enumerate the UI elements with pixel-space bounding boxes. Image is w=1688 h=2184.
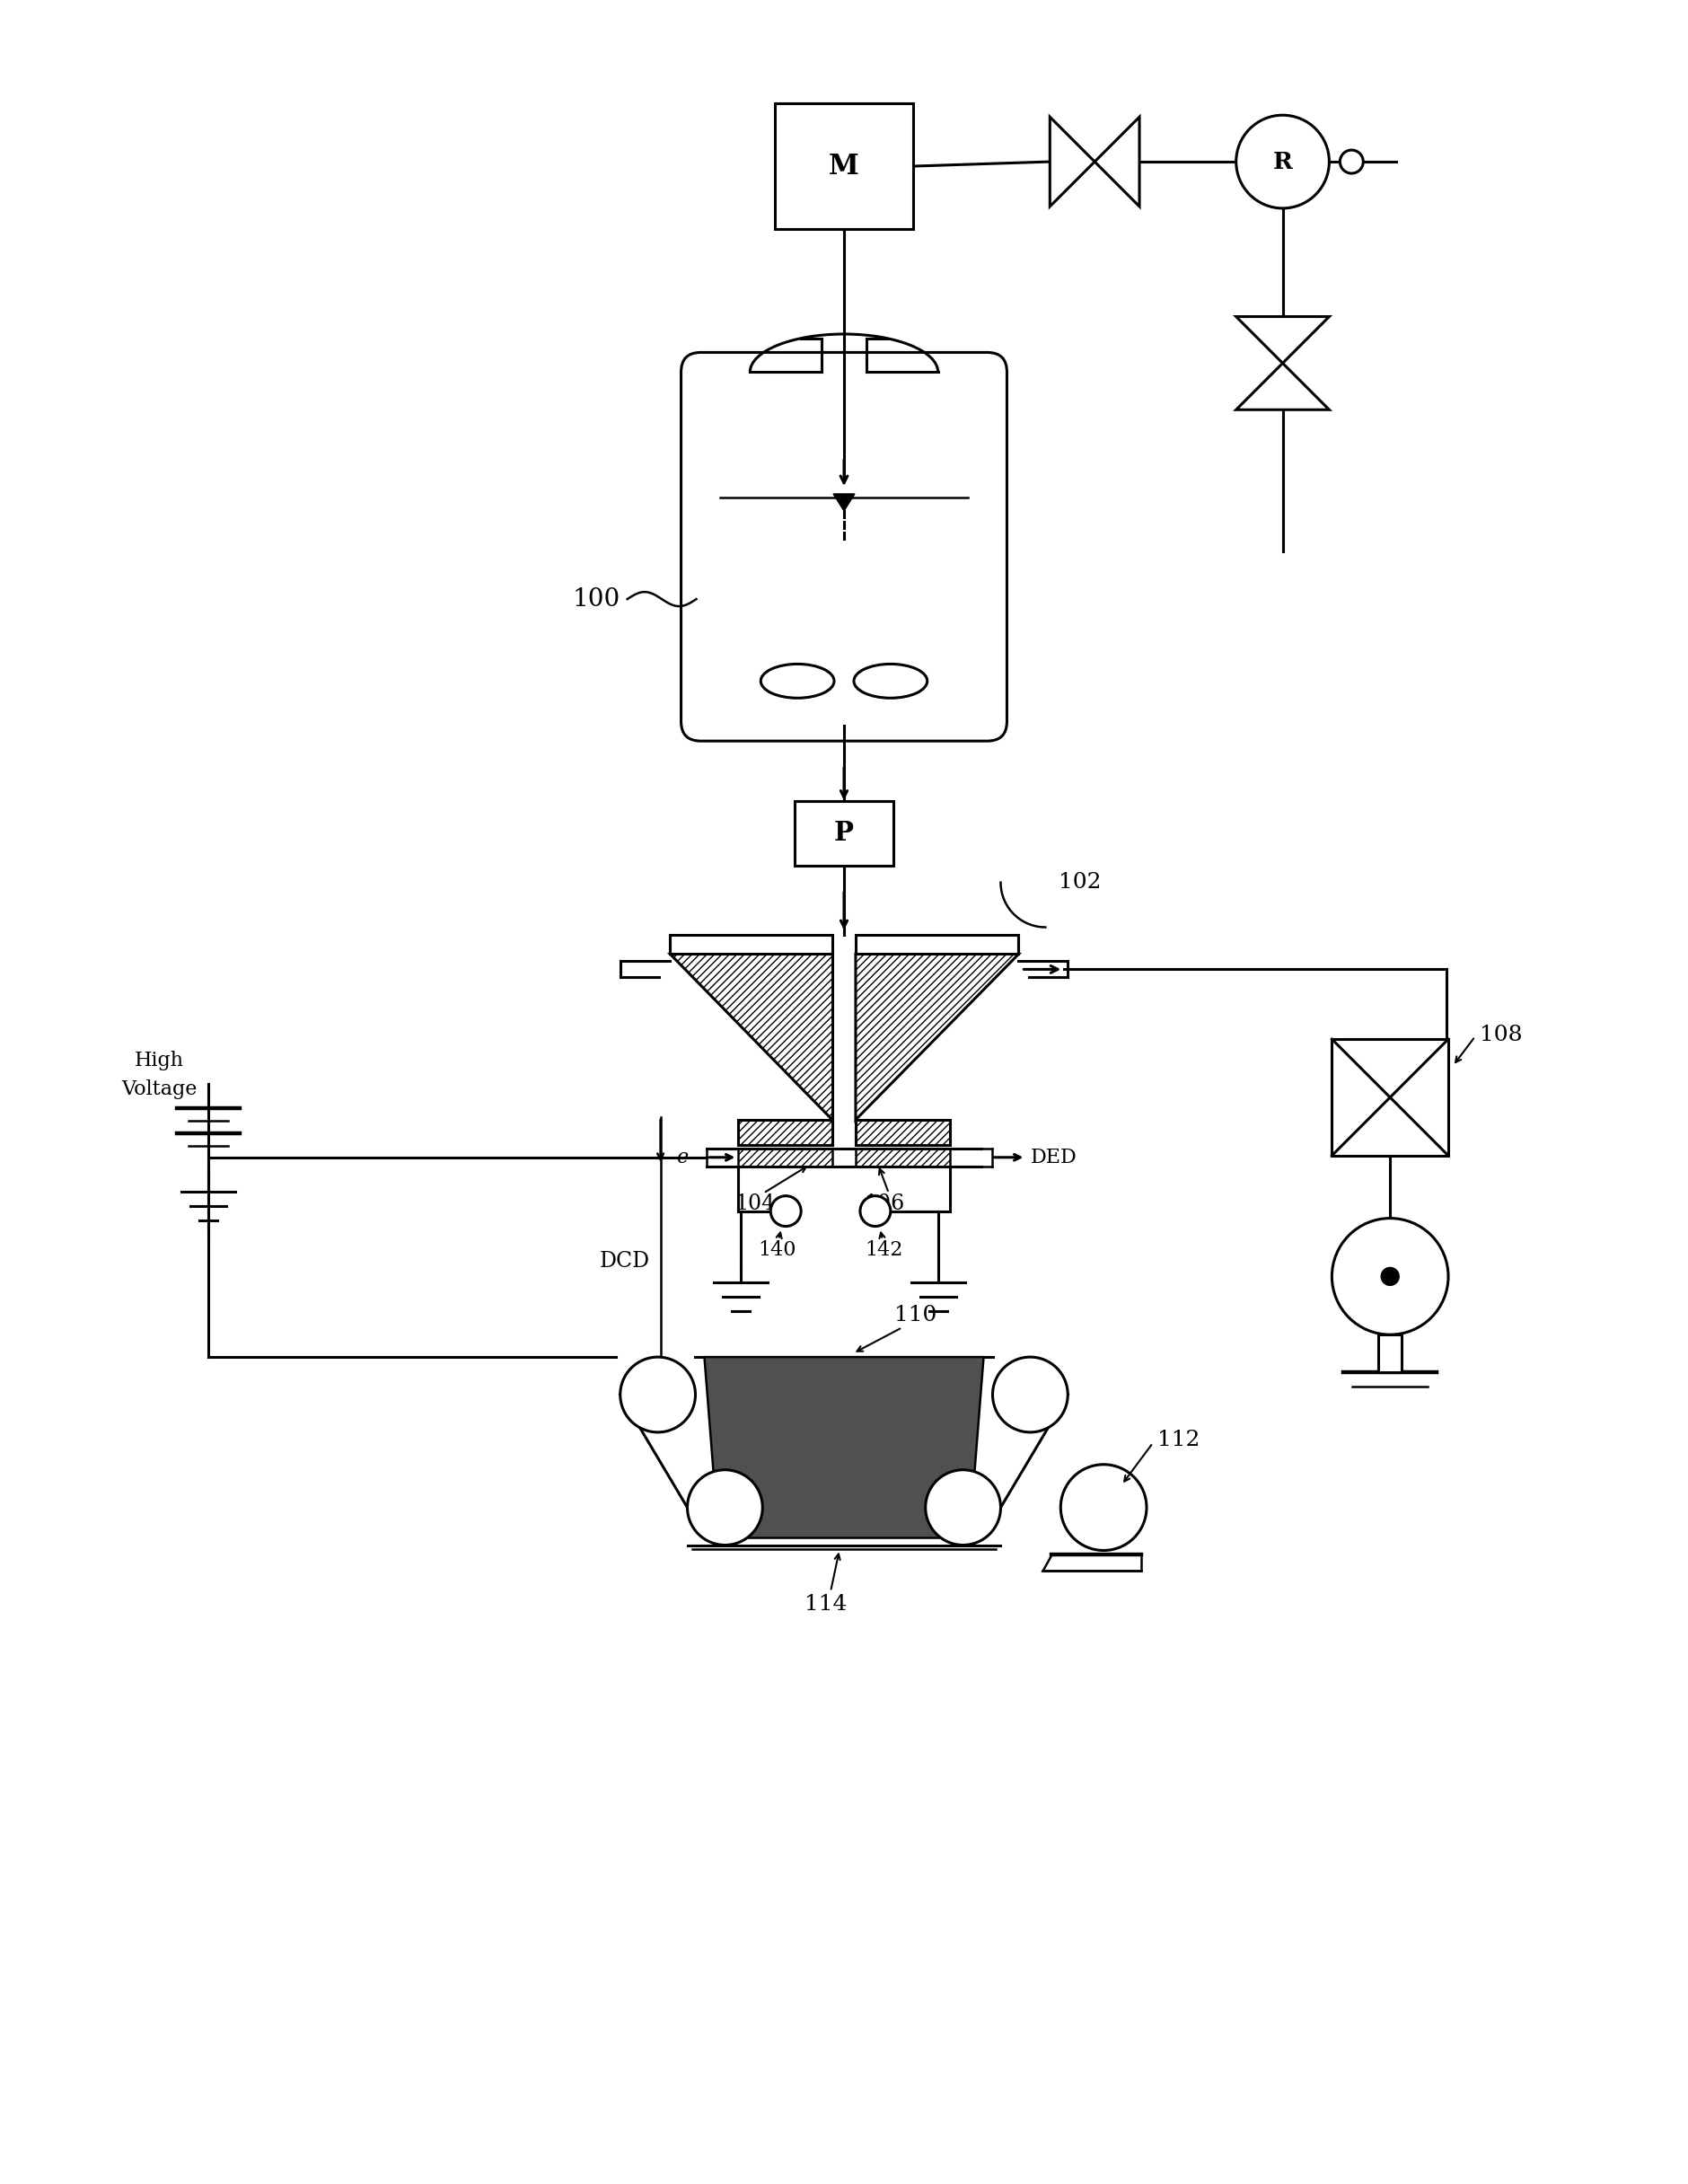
Circle shape [619,1356,695,1433]
Text: 110: 110 [895,1306,937,1326]
Bar [856,935,1018,954]
Text: 102: 102 [1058,871,1102,893]
Text: DCD: DCD [599,1251,650,1271]
Bar [775,103,913,229]
Circle shape [687,1470,763,1544]
Polygon shape [1094,118,1139,207]
Circle shape [861,1197,891,1225]
Circle shape [925,1470,1001,1544]
Circle shape [1332,1219,1448,1334]
Polygon shape [1050,118,1094,207]
Polygon shape [834,494,854,511]
Text: 114: 114 [805,1594,847,1614]
Text: P: P [834,821,854,845]
Text: 104: 104 [734,1192,775,1214]
Polygon shape [1236,317,1328,363]
Circle shape [771,1197,802,1225]
Text: 106: 106 [864,1192,905,1214]
Text: High: High [135,1051,184,1070]
Text: 100: 100 [572,587,619,612]
Text: 142: 142 [866,1241,903,1260]
Polygon shape [1236,363,1328,411]
Text: 140: 140 [758,1241,797,1260]
Polygon shape [670,954,832,1120]
Bar [1379,1334,1401,1372]
Ellipse shape [761,664,834,699]
Ellipse shape [854,664,927,699]
Bar [1332,1040,1448,1155]
Circle shape [1060,1465,1146,1551]
Text: e: e [677,1147,687,1166]
Circle shape [1340,151,1364,173]
Polygon shape [856,954,1018,1120]
Circle shape [993,1356,1069,1433]
Polygon shape [738,1120,832,1144]
Text: M: M [829,153,859,179]
Text: 108: 108 [1480,1024,1523,1044]
Polygon shape [704,1356,984,1538]
Polygon shape [856,1120,950,1144]
Text: DED: DED [1030,1147,1077,1166]
Polygon shape [738,1149,832,1166]
Polygon shape [856,1149,950,1166]
Text: Voltage: Voltage [122,1079,197,1099]
Bar [670,935,832,954]
Text: R: R [1273,151,1293,173]
Polygon shape [1043,1555,1141,1570]
Bar [795,802,893,865]
Circle shape [1381,1267,1399,1286]
Circle shape [1236,116,1328,207]
FancyBboxPatch shape [680,352,1008,740]
Text: 112: 112 [1158,1431,1200,1450]
